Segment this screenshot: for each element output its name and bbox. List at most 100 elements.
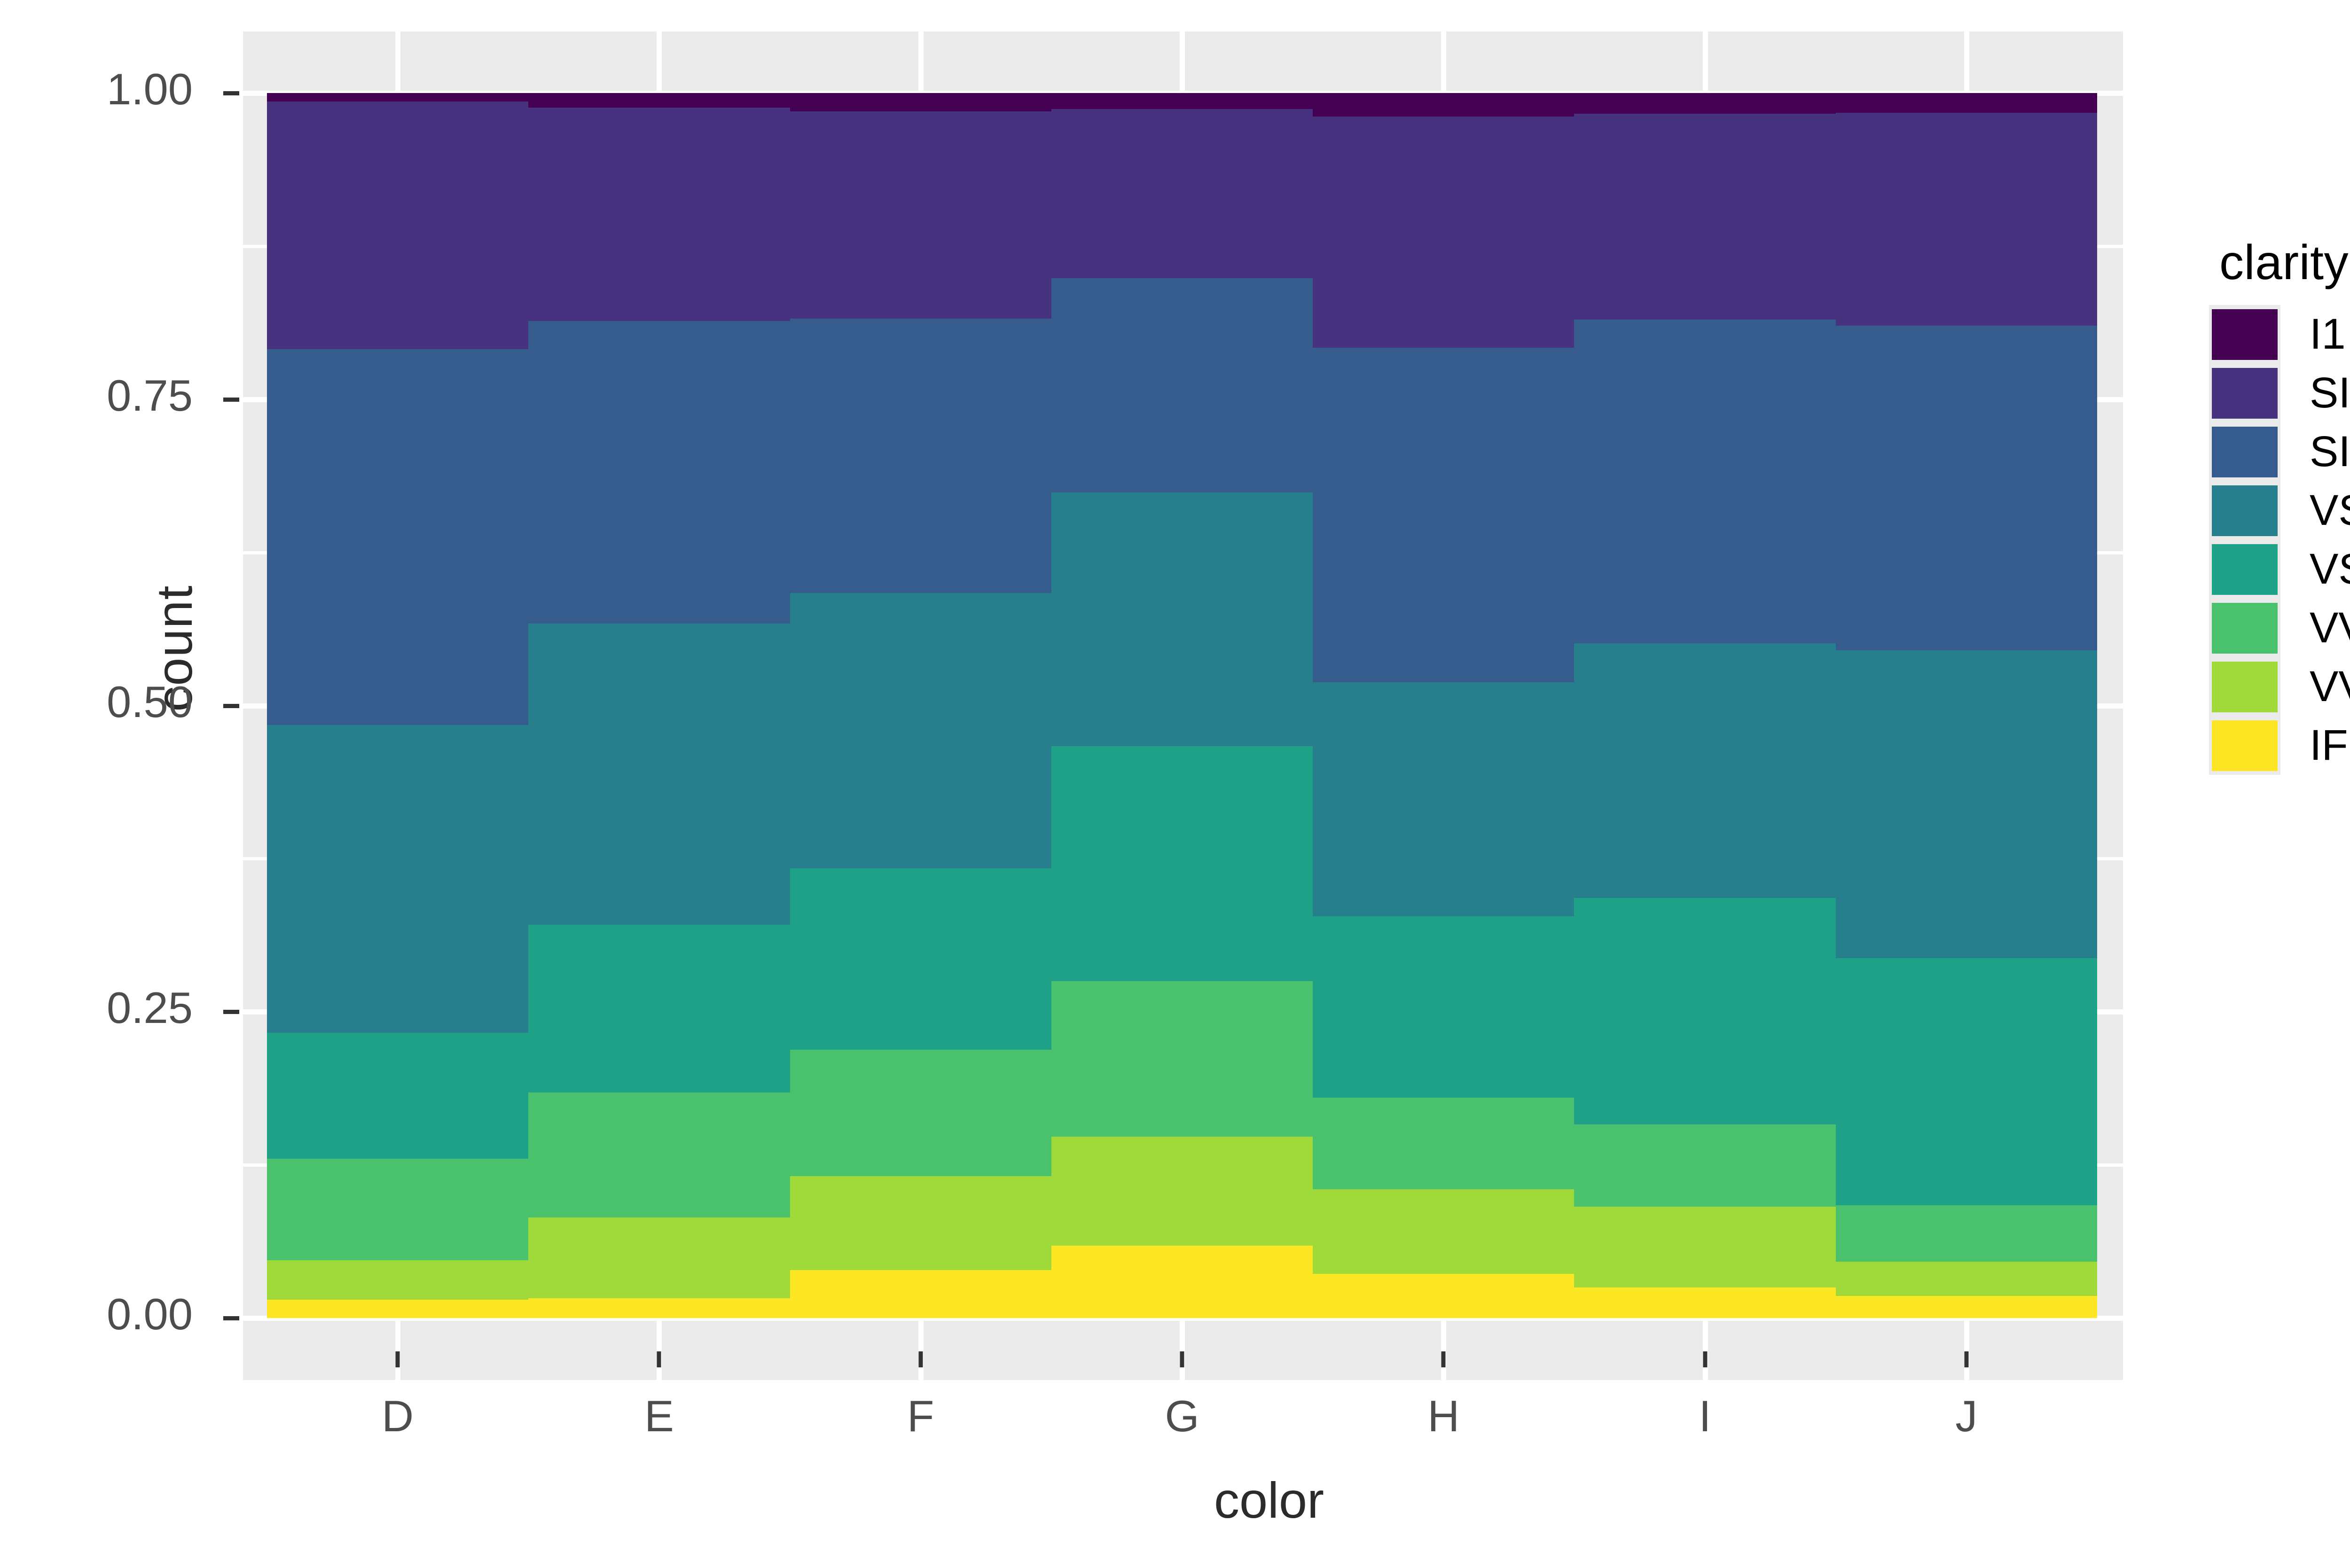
bar-segment bbox=[267, 725, 529, 1033]
legend-item-i1: I1 bbox=[2209, 305, 2350, 364]
x-tick-mark bbox=[1703, 1351, 1708, 1367]
x-tick-mark bbox=[657, 1351, 661, 1367]
legend-swatch bbox=[2212, 544, 2278, 595]
bar-segment bbox=[1835, 93, 2097, 113]
bar-segment bbox=[1574, 114, 1836, 320]
bar-segment bbox=[1835, 1262, 2097, 1296]
bar-segment bbox=[790, 868, 1051, 1050]
bar-segment bbox=[1574, 93, 1836, 114]
x-tick-mark bbox=[395, 1351, 400, 1367]
y-tick-label: 0.50 bbox=[107, 677, 193, 726]
bar-segment bbox=[1574, 1287, 1836, 1318]
bar-segment bbox=[267, 1299, 529, 1318]
bar-segment bbox=[1574, 897, 1836, 1125]
y-tick-label: 0.75 bbox=[107, 370, 193, 420]
bar-segment bbox=[528, 320, 790, 624]
bar-segment bbox=[1835, 112, 2097, 326]
legend-swatch bbox=[2212, 661, 2278, 712]
legend-key bbox=[2209, 716, 2280, 775]
legend-items: I1 SI2 SI1 VS2 VS1 VVS2 VVS1 IF bbox=[2209, 305, 2350, 775]
bar-segment bbox=[267, 349, 529, 725]
legend-key bbox=[2209, 540, 2280, 599]
bar-segment bbox=[1313, 348, 1574, 682]
bar-segment bbox=[528, 1298, 790, 1318]
bar-segment bbox=[1313, 1189, 1574, 1274]
bar-segment bbox=[267, 1159, 529, 1261]
y-tick-label: 0.00 bbox=[107, 1289, 193, 1339]
bar-segment bbox=[790, 1176, 1051, 1271]
bar-segment bbox=[790, 111, 1051, 319]
bar-segment bbox=[1051, 746, 1313, 982]
bar-segment bbox=[1051, 1137, 1313, 1246]
x-tick-mark bbox=[918, 1351, 923, 1367]
bar-segment bbox=[1313, 682, 1574, 916]
bar-stack-j bbox=[1835, 31, 2097, 1380]
legend-swatch bbox=[2212, 485, 2278, 536]
legend-key bbox=[2209, 657, 2280, 716]
bar-segment bbox=[1051, 492, 1313, 746]
bar-stack-f bbox=[790, 31, 1051, 1380]
bar-stack-e bbox=[528, 31, 790, 1380]
bar-segment bbox=[1051, 109, 1313, 278]
x-tick-mark bbox=[1180, 1351, 1184, 1367]
bar-segment bbox=[1574, 320, 1836, 643]
bar-segment bbox=[1835, 326, 2097, 651]
bar-segment bbox=[1574, 643, 1836, 898]
bar-segment bbox=[528, 108, 790, 321]
legend-label: IF bbox=[2310, 721, 2348, 769]
legend-item-vvs1: VVS1 bbox=[2209, 657, 2350, 716]
legend-swatch bbox=[2212, 720, 2278, 771]
bar-segment bbox=[790, 318, 1051, 593]
plot-panel bbox=[243, 31, 2123, 1380]
x-tick-label: H bbox=[1427, 1391, 1460, 1441]
bar-segment bbox=[528, 1092, 790, 1218]
x-tick-label: D bbox=[382, 1391, 414, 1441]
bar-segment bbox=[1051, 1246, 1313, 1318]
y-tick-mark bbox=[223, 91, 239, 95]
bar-segment bbox=[267, 1032, 529, 1159]
x-tick-label: G bbox=[1165, 1391, 1199, 1441]
bar-series-layer bbox=[243, 31, 2123, 1380]
bar-segment bbox=[790, 593, 1051, 869]
legend-key bbox=[2209, 599, 2280, 657]
bar-segment bbox=[1051, 278, 1313, 492]
legend: clarity I1 SI2 SI1 VS2 VS1 VVS2 VVS1 IF bbox=[2209, 235, 2350, 775]
bar-segment bbox=[267, 1260, 529, 1300]
legend-swatch bbox=[2212, 367, 2278, 419]
bar-segment bbox=[1313, 1097, 1574, 1190]
bar-segment bbox=[1574, 1124, 1836, 1207]
bar-stack-h bbox=[1313, 31, 1574, 1380]
legend-swatch bbox=[2212, 309, 2278, 360]
legend-key bbox=[2209, 422, 2280, 481]
legend-item-vs2: VS2 bbox=[2209, 481, 2350, 540]
bar-segment bbox=[267, 93, 529, 102]
y-tick-mark bbox=[223, 1010, 239, 1014]
bar-segment bbox=[267, 101, 529, 349]
y-tick-label: 0.25 bbox=[107, 983, 193, 1033]
legend-swatch bbox=[2212, 602, 2278, 654]
bar-segment bbox=[790, 1050, 1051, 1176]
legend-label: SI1 bbox=[2310, 428, 2350, 476]
legend-item-si2: SI2 bbox=[2209, 364, 2350, 422]
bar-segment bbox=[1313, 1274, 1574, 1318]
legend-label: VVS1 bbox=[2310, 663, 2350, 710]
x-tick-mark bbox=[1964, 1351, 1969, 1367]
bar-segment bbox=[528, 623, 790, 925]
legend-label: VVS2 bbox=[2310, 604, 2350, 652]
bar-segment bbox=[1051, 93, 1313, 109]
bar-segment bbox=[528, 925, 790, 1093]
x-tick-mark bbox=[1441, 1351, 1446, 1367]
x-tick-label: E bbox=[644, 1391, 674, 1441]
bar-segment bbox=[1835, 650, 2097, 958]
y-tick-mark bbox=[223, 703, 239, 708]
legend-item-vs1: VS1 bbox=[2209, 540, 2350, 599]
legend-label: SI2 bbox=[2310, 369, 2350, 417]
legend-item-if: IF bbox=[2209, 716, 2350, 775]
legend-key bbox=[2209, 481, 2280, 540]
bar-segment bbox=[790, 1270, 1051, 1318]
legend-key bbox=[2209, 305, 2280, 364]
bar-segment bbox=[1313, 116, 1574, 348]
legend-item-si1: SI1 bbox=[2209, 422, 2350, 481]
legend-item-vvs2: VVS2 bbox=[2209, 599, 2350, 657]
bar-segment bbox=[1313, 93, 1574, 117]
